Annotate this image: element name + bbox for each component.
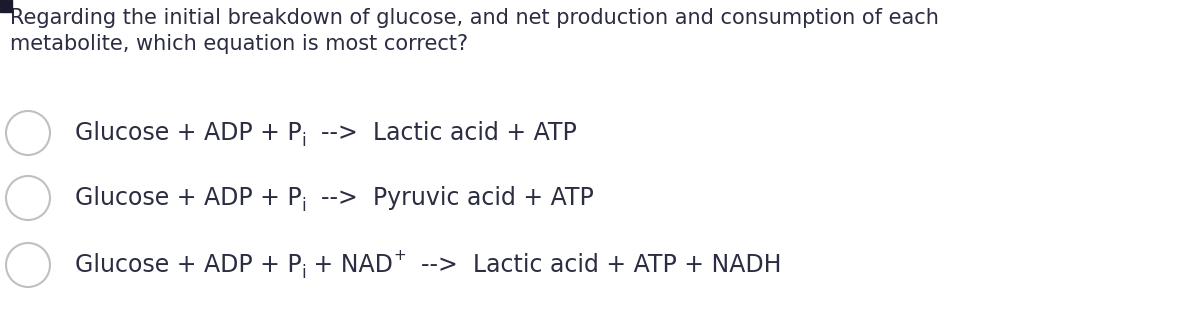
Text: i: i — [301, 197, 306, 215]
Text: Regarding the initial breakdown of glucose, and net production and consumption o: Regarding the initial breakdown of gluco… — [10, 8, 938, 28]
Text: Glucose + ADP + P: Glucose + ADP + P — [74, 121, 301, 145]
Text: -->  Pyruvic acid + ATP: --> Pyruvic acid + ATP — [306, 186, 594, 210]
Text: + NAD: + NAD — [306, 253, 394, 277]
Text: metabolite, which equation is most correct?: metabolite, which equation is most corre… — [10, 34, 468, 54]
Text: i: i — [301, 132, 306, 150]
Text: -->  Lactic acid + ATP + NADH: --> Lactic acid + ATP + NADH — [406, 253, 781, 277]
Text: +: + — [394, 248, 406, 263]
Text: Glucose + ADP + P: Glucose + ADP + P — [74, 186, 301, 210]
Text: i: i — [301, 264, 306, 282]
Bar — [0, 0, 12, 12]
Text: -->  Lactic acid + ATP: --> Lactic acid + ATP — [306, 121, 577, 145]
Text: Glucose + ADP + P: Glucose + ADP + P — [74, 253, 301, 277]
